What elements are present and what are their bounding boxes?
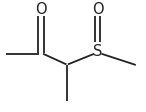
Text: O: O <box>92 2 104 17</box>
Text: S: S <box>93 44 102 59</box>
Text: O: O <box>35 2 47 17</box>
